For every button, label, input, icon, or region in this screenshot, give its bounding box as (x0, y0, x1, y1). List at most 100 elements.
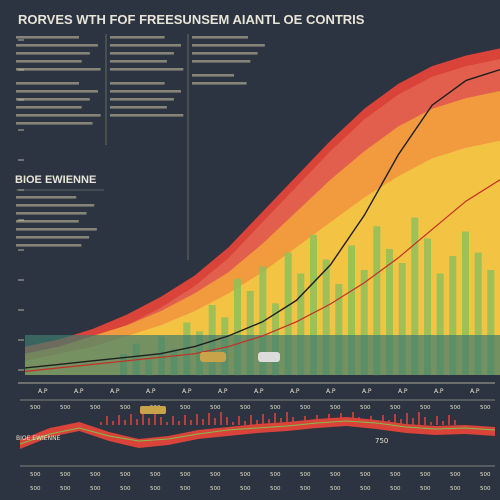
bar (398, 263, 406, 375)
bar (462, 231, 469, 375)
text-line (192, 60, 251, 63)
lower-bar (178, 421, 180, 425)
bottom-tick-label-2: 500 (180, 486, 191, 492)
bottom-tick-label-2: 500 (480, 486, 491, 492)
x-tick-label: A.P (470, 388, 480, 395)
bottom-tick-label: 500 (210, 472, 221, 478)
lower-bar (394, 414, 396, 425)
bar (246, 291, 254, 375)
text-line (110, 36, 165, 39)
lower-bar (196, 414, 198, 425)
lower-bar (364, 422, 366, 425)
text-block-7 (16, 196, 97, 247)
bottom-tick-label: 500 (480, 472, 491, 478)
lower-bar (214, 418, 216, 425)
lower-bar (424, 417, 426, 425)
text-line (110, 114, 184, 117)
lower-bar (232, 422, 234, 425)
top-tick-label: 500 (120, 405, 131, 411)
text-line (110, 52, 174, 55)
bottom-tick-label-2: 500 (270, 486, 281, 492)
lower-bar (190, 420, 192, 425)
lower-bar (454, 420, 456, 425)
lower-bar (280, 418, 282, 425)
bottom-tick-label: 500 (240, 472, 251, 478)
text-line (16, 244, 82, 247)
boat-icon (140, 406, 166, 414)
top-tick-label: 500 (480, 405, 491, 411)
bar (234, 278, 241, 376)
bar (474, 252, 482, 375)
text-line (110, 106, 167, 109)
bar (310, 235, 317, 375)
bottom-tick-label: 500 (330, 472, 341, 478)
top-tick-label: 500 (450, 405, 461, 411)
text-line (16, 44, 98, 47)
lower-bar (172, 416, 174, 425)
bar (373, 226, 381, 376)
lower-bar (400, 419, 402, 425)
x-tick-label: A.P (74, 388, 84, 395)
x-tick-label: A.P (182, 388, 192, 395)
x-tick-label: A.P (290, 388, 300, 395)
top-tick-label: 500 (300, 405, 311, 411)
bottom-tick-label-2: 500 (210, 486, 221, 492)
bottom-tick-label: 500 (60, 472, 71, 478)
lower-bar (124, 420, 126, 425)
text-line (16, 90, 98, 93)
lower-bar (226, 417, 228, 425)
bar (284, 252, 292, 375)
lower-bar (442, 421, 444, 425)
text-line (16, 68, 101, 71)
bar (487, 270, 495, 375)
lower-bar (160, 417, 162, 425)
poster-title: RORVES WTH FOF FREESUNSEM AIANTL OE CONT… (18, 12, 365, 27)
bottom-tick-label-2: 500 (90, 486, 101, 492)
black-line (24, 69, 500, 369)
lower-bar (184, 415, 186, 425)
bottom-tick-label: 500 (180, 472, 191, 478)
lower-bar (268, 419, 270, 425)
lower-bar (436, 416, 438, 425)
bottom-tick-label: 500 (120, 472, 131, 478)
text-line (192, 52, 258, 55)
lower-bar (136, 419, 138, 425)
text-line (16, 196, 77, 199)
bottom-tick-label-2: 500 (150, 486, 161, 492)
text-line (16, 236, 90, 239)
x-tick-label: A.P (218, 388, 228, 395)
x-tick-label: A.P (254, 388, 264, 395)
lower-bar (262, 414, 264, 425)
lower-bar (388, 420, 390, 425)
text-line (16, 106, 82, 109)
text-line (16, 212, 87, 215)
lower-bar (286, 412, 288, 425)
lower-bar (358, 417, 360, 425)
text-line (16, 98, 90, 101)
text-line (192, 82, 247, 85)
x-tick-label: A.P (398, 388, 408, 395)
band-yellow (25, 140, 500, 375)
lower-bar (298, 422, 300, 425)
text-line (16, 122, 93, 125)
text-line (192, 74, 234, 77)
lower-bar (352, 412, 354, 425)
lower-bar (370, 416, 372, 425)
lower-bar (244, 421, 246, 425)
text-line (110, 82, 165, 85)
bottom-tick-label-2: 500 (60, 486, 71, 492)
text-line (110, 60, 167, 63)
lower-bar (382, 415, 384, 425)
bottom-tick-label: 500 (360, 472, 371, 478)
bottom-tick-label-2: 500 (450, 486, 461, 492)
text-block-4 (16, 82, 101, 125)
text-blocks-group (16, 34, 265, 260)
bar (259, 266, 267, 375)
text-block-3 (192, 36, 265, 63)
top-tick-label: 500 (210, 405, 221, 411)
bottom-tick-label-2: 500 (420, 486, 431, 492)
bar (297, 273, 305, 375)
x-tick-label: A.P (434, 388, 444, 395)
bottom-tick-label-2: 500 (360, 486, 371, 492)
